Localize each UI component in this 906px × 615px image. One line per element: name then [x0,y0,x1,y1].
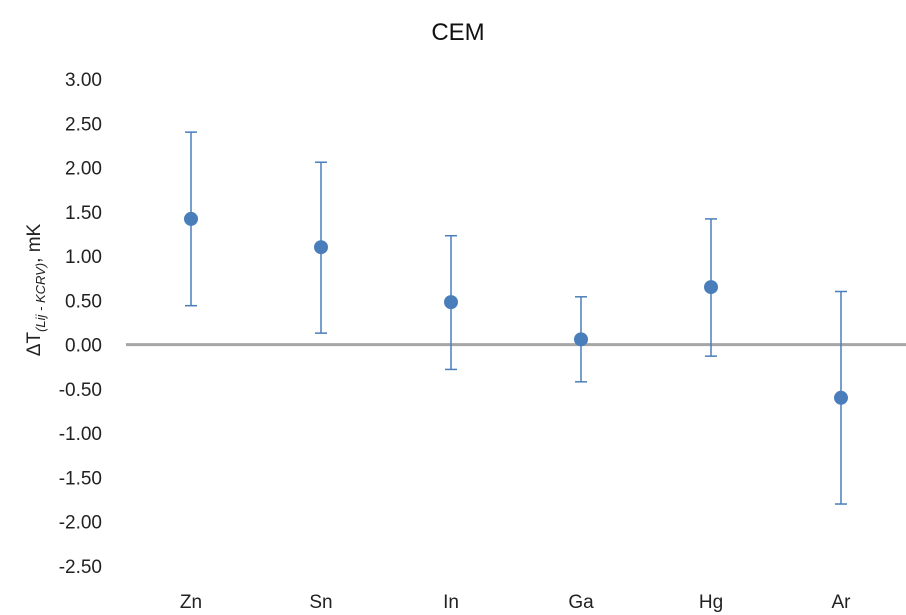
chart-title: CEM [431,19,484,46]
y-tick-label: 0.50 [65,291,102,312]
y-axis-label: ΔT(Lij - KCRV), mK [24,223,48,356]
x-tick-label: Ga [568,592,594,613]
svg-text:ΔT(Lij - KCRV), mK: ΔT(Lij - KCRV), mK [24,223,48,356]
y-tick-label: 0.00 [65,336,102,357]
x-tick-label: Hg [699,592,723,613]
y-tick-label: -2.00 [59,513,102,534]
y-tick-label: -1.50 [59,468,102,489]
y-axis-label-suffix: , mK [24,223,45,262]
x-tick-label: Ar [832,592,852,613]
y-tick-label: 3.00 [65,70,102,91]
data-point-hg [704,280,718,295]
x-tick-label: In [443,592,459,613]
y-tick-label: 2.00 [65,159,102,180]
y-tick-label: 1.50 [65,203,102,224]
data-point-sn [314,240,328,255]
y-tick-label: 2.50 [65,114,102,135]
y-axis-label-subscript: (Lij - KCRV) [33,263,48,332]
data-point-zn [184,211,198,226]
y-tick-labels: 3.00 2.50 2.00 1.50 1.00 0.50 0.00 -0.50 -1.00 -1… [59,70,102,578]
x-tick-label: Zn [180,592,202,613]
data-point-ga [574,332,588,347]
y-tick-label: -2.50 [59,557,102,578]
x-tick-labels: Zn Sn In Ga Hg Ar [180,592,851,613]
data-points [184,211,848,405]
data-point-ar [834,390,848,405]
y-tick-label: -1.00 [59,424,102,445]
y-tick-label: 1.00 [65,247,102,268]
y-axis-label-prefix: ΔT [24,332,45,357]
x-tick-label: Sn [309,592,332,613]
y-tick-label: -0.50 [59,380,102,401]
data-point-in [444,295,458,310]
error-bars [185,131,847,505]
